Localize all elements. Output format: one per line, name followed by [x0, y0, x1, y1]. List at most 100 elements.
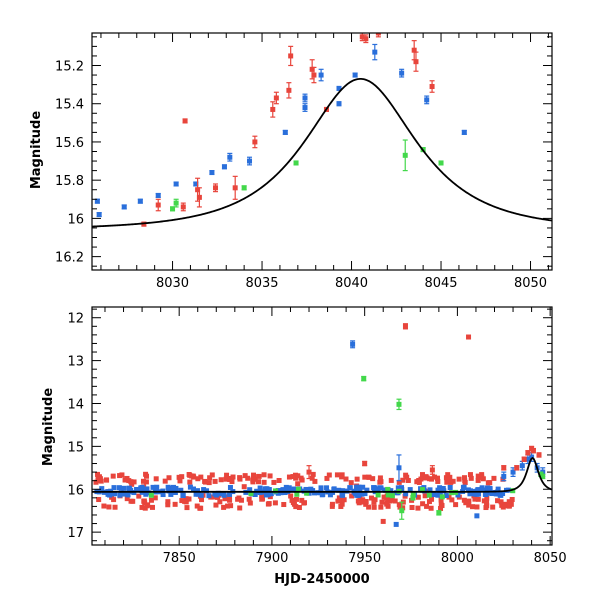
bottom-data-point-green [399, 508, 405, 514]
bottom-baseline-point-blue [364, 487, 370, 493]
bottom-baseline-point-red [358, 499, 364, 505]
bottom-baseline-point-red [475, 477, 481, 483]
bottom-baseline-point-blue [493, 491, 499, 497]
bottom-baseline-point-blue [190, 486, 196, 492]
bottom-baseline-point-red [363, 501, 369, 507]
top-data-point-red [309, 66, 315, 72]
bottom-baseline-point-red [97, 476, 103, 482]
bottom-baseline-point-red [434, 475, 440, 481]
bottom-data-point-blue [519, 463, 525, 469]
top-data-point-blue [336, 101, 342, 107]
top-data-point-blue [302, 95, 308, 101]
bottom-baseline-point-blue [111, 485, 117, 491]
bottom-baseline-point-blue [170, 485, 176, 491]
bottom-baseline-point-red [104, 477, 110, 483]
bottom-baseline-point-red [223, 495, 229, 501]
bottom-baseline-point-blue [447, 485, 453, 491]
bottom-baseline-point-red [397, 504, 403, 510]
bottom-baseline-point-red [470, 504, 476, 510]
bottom-baseline-point-red [491, 475, 497, 481]
top-data-point-red [195, 187, 201, 193]
bottom-baseline-point-red [259, 493, 265, 499]
bottom-baseline-point-red [310, 471, 316, 477]
bottom-baseline-point-blue [144, 486, 150, 492]
top-data-point-red [411, 47, 417, 53]
bottom-baseline-point-red [227, 497, 233, 503]
bottom-baseline-point-red [368, 495, 374, 501]
bottom-baseline-point-blue [227, 484, 233, 490]
bottom-baseline-point-red [165, 502, 171, 508]
bottom-baseline-point-blue [500, 491, 506, 497]
bottom-baseline-point-red [209, 472, 215, 478]
bottom-baseline-point-red [298, 475, 304, 481]
top-panel-model-curve [92, 77, 552, 228]
bottom-panel-y-axis-label: Magnitude [41, 388, 56, 467]
top-x-tick-label: 8030 [156, 276, 189, 291]
bottom-baseline-point-blue [495, 486, 501, 492]
bottom-baseline-point-blue [340, 488, 346, 494]
bottom-x-tick-label: 7950 [348, 551, 381, 566]
top-data-point-red [182, 118, 188, 124]
bottom-data-point-red [371, 499, 377, 505]
bottom-baseline-point-red [139, 504, 145, 510]
bottom-baseline-point-red [453, 502, 459, 508]
top-data-point-red [288, 53, 294, 59]
bottom-baseline-point-red [96, 497, 102, 503]
bottom-data-point-green [540, 473, 546, 479]
bottom-data-point-red [466, 334, 472, 340]
bottom-baseline-point-blue [430, 492, 436, 498]
bottom-baseline-point-blue [247, 487, 253, 493]
top-panel-y-axis-label: Magnitude [29, 111, 44, 190]
bottom-baseline-point-red [276, 477, 282, 483]
top-data-point-blue [318, 72, 324, 78]
bottom-baseline-point-blue [257, 485, 263, 491]
bottom-baseline-point-red [299, 497, 305, 503]
bottom-baseline-point-red [177, 478, 183, 484]
bottom-x-tick-label: 8050 [534, 551, 567, 566]
bottom-baseline-point-blue [347, 485, 353, 491]
bottom-baseline-point-green [389, 493, 395, 499]
bottom-baseline-point-red [309, 475, 315, 481]
bottom-baseline-point-red [506, 499, 512, 505]
bottom-baseline-point-blue [443, 493, 449, 499]
top-data-point-green [438, 160, 444, 166]
bottom-baseline-point-red [186, 496, 192, 502]
bottom-baseline-point-red [250, 479, 256, 485]
bottom-baseline-point-blue [150, 484, 156, 490]
bottom-baseline-point-blue [378, 485, 384, 491]
bottom-baseline-point-red [179, 474, 185, 480]
bottom-baseline-point-blue [407, 487, 413, 493]
bottom-baseline-point-red [141, 498, 147, 504]
bottom-baseline-point-red [291, 501, 297, 507]
bottom-baseline-point-blue [180, 492, 186, 498]
top-data-point-red [155, 202, 161, 208]
bottom-baseline-point-red [326, 472, 332, 478]
bottom-baseline-point-red [415, 505, 421, 511]
bottom-baseline-point-blue [327, 492, 333, 498]
bottom-baseline-point-red [349, 493, 355, 499]
bottom-baseline-point-red [420, 501, 426, 507]
bottom-baseline-point-red [438, 502, 444, 508]
bottom-x-tick-label: 7900 [255, 551, 288, 566]
bottom-baseline-point-red [475, 496, 481, 502]
bottom-baseline-point-red [423, 474, 429, 480]
top-data-point-red [413, 59, 419, 65]
bottom-baseline-point-blue [403, 491, 409, 497]
top-data-point-red [363, 36, 369, 42]
bottom-baseline-point-red [384, 501, 390, 507]
top-y-tick-label: 15.6 [55, 136, 84, 151]
bottom-plot-frame [91, 306, 553, 546]
bottom-baseline-point-red [259, 496, 265, 502]
bottom-baseline-point-red [341, 497, 347, 503]
bottom-baseline-point-blue [372, 485, 378, 491]
top-data-point-blue [155, 192, 161, 198]
bottom-baseline-point-red [183, 499, 189, 505]
bottom-baseline-point-blue [201, 487, 207, 493]
bottom-data-point-red [429, 467, 435, 473]
top-data-point-blue [247, 158, 253, 164]
bottom-baseline-point-red [152, 495, 158, 501]
top-data-point-blue [399, 70, 405, 76]
bottom-data-point-blue [350, 341, 356, 347]
bottom-baseline-point-red [251, 476, 257, 482]
